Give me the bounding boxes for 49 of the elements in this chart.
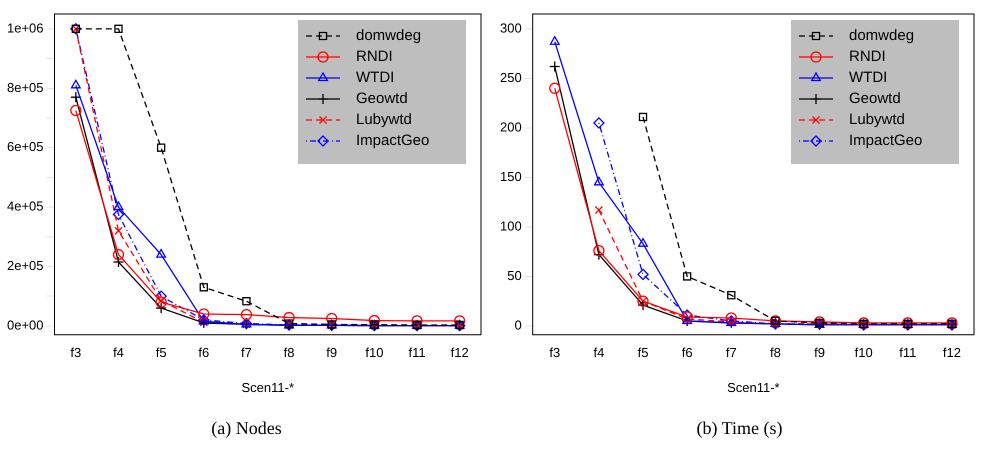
x-tick-label: f5 [638, 345, 648, 360]
y-tick-label: 100 [500, 218, 522, 234]
x-tick-label: f6 [682, 345, 693, 360]
x-tick-label: f3 [70, 345, 82, 360]
legend-label: ImpactGeo [356, 132, 430, 150]
x-tick-label: f3 [549, 345, 560, 360]
x-tick-label: f10 [854, 345, 873, 360]
y-tick-label: 0e+00 [6, 317, 44, 332]
y-tick-label: 50 [507, 268, 522, 283]
y-tick-label: 6e+05 [6, 139, 44, 154]
text: (a) Nodes [210, 418, 283, 439]
legend-label: Geowtd [849, 90, 901, 108]
x-tick-label: f7 [726, 345, 737, 360]
x-tick-label: f12 [942, 345, 961, 360]
legend-label: domwdeg [849, 27, 914, 44]
legend-label: Lubywtd [849, 111, 905, 128]
y-tick-label: 4e+05 [6, 198, 44, 214]
y-tick-label: 2e+05 [6, 258, 44, 274]
x-tick-label: f6 [198, 345, 210, 360]
x-tick-label: f8 [284, 345, 294, 360]
x-tick-label: f5 [156, 345, 167, 360]
legend-label: Geowtd [356, 90, 408, 108]
legend-label: RNDI [849, 48, 886, 66]
x-tick-label: f12 [450, 345, 469, 360]
legend-label: domwdeg [356, 27, 422, 44]
legend-label: RNDI [356, 48, 393, 66]
legend-label: ImpactGeo [849, 132, 922, 150]
x-axis-title: Scen11-* [242, 380, 294, 395]
y-tick-label: 0 [514, 317, 522, 332]
x-tick-label: f9 [814, 345, 825, 360]
x-tick-label: f11 [899, 345, 916, 360]
x-axis-title: Scen11-* [727, 380, 780, 395]
x-tick-label: f8 [770, 345, 781, 360]
y-tick-label: 150 [500, 168, 522, 184]
legend-label: Lubywtd [356, 111, 412, 128]
y-tick-label: 200 [500, 119, 522, 134]
x-tick-label: f10 [365, 345, 384, 360]
x-tick-label: f11 [408, 345, 426, 360]
text: (b) Time (s) [695, 418, 784, 439]
x-tick-label: f4 [593, 345, 604, 360]
x-tick-label: f7 [241, 345, 252, 360]
y-tick-label: 1e+06 [6, 20, 44, 36]
y-tick-label: 300 [500, 20, 522, 36]
y-tick-label: 8e+05 [6, 80, 44, 95]
x-tick-label: f9 [326, 345, 338, 360]
legend-label: WTDI [849, 69, 888, 86]
x-tick-label: f4 [113, 345, 124, 360]
legend-label: WTDI [356, 69, 394, 86]
y-tick-label: 250 [500, 70, 522, 85]
